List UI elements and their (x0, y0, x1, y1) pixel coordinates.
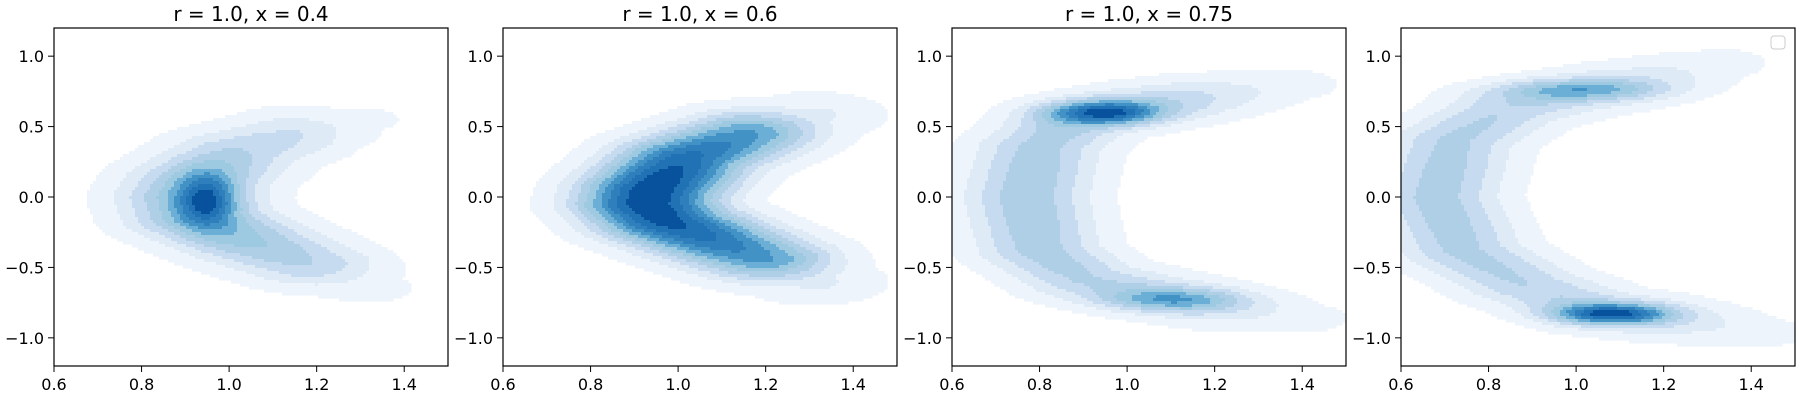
y-tick-label: 0.0 (468, 188, 493, 207)
x-tick-label: 1.2 (753, 375, 778, 394)
x-tick-label: 1.4 (1289, 375, 1314, 394)
subplot-4: 0.6 0.8 1.0 1.2 1.4 −1.0 −0.5 0.0 0.5 1.0 (1352, 27, 1796, 394)
y-tick-label: −0.5 (5, 258, 44, 277)
y-tick-label: −0.5 (1352, 258, 1391, 277)
y-tick-label: 0.5 (917, 118, 942, 137)
y-tick-label: 1.0 (19, 47, 44, 66)
x-tick-label: 1.2 (1202, 375, 1227, 394)
x-tick-label: 1.4 (391, 375, 416, 394)
density-contour-fill (952, 70, 1346, 332)
x-tick-label: 0.6 (1388, 375, 1413, 394)
subplot-1: 0.6 0.8 1.0 1.2 1.4 −1.0 −0.5 0.0 0.5 1.0 r = 1.0,… (5, 2, 449, 394)
x-tick-label: 1.0 (1114, 375, 1139, 394)
x-tick-label: 1.4 (1738, 375, 1763, 394)
x-tick-label: 1.0 (1563, 375, 1588, 394)
y-tick-label: 0.0 (19, 188, 44, 207)
y-tick-label: 0.5 (1366, 118, 1391, 137)
y-tick-label: −1.0 (903, 329, 942, 348)
x-tick-label: 0.6 (939, 375, 964, 394)
y-tick-label: 1.0 (1366, 47, 1391, 66)
subplot-grid: 0.6 0.8 1.0 1.2 1.4 −1.0 −0.5 0.0 0.5 1.0 r = 1.0,… (5, 2, 1796, 394)
y-tick-label: 0.0 (917, 188, 942, 207)
density-contour-fill (1401, 49, 1795, 347)
subplot-title: r = 1.0, x = 0.6 (622, 2, 777, 26)
x-tick-label: 1.0 (665, 375, 690, 394)
y-tick-label: −1.0 (1352, 329, 1391, 348)
y-tick-label: 0.5 (19, 118, 44, 137)
y-tick-label: 1.0 (468, 47, 493, 66)
subplot-3: 0.6 0.8 1.0 1.2 1.4 −1.0 −0.5 0.0 0.5 1.0 r = 1.0,… (903, 2, 1347, 394)
density-contour-fill (530, 91, 888, 305)
y-tick-label: 0.5 (468, 118, 493, 137)
y-tick-label: 1.0 (917, 47, 942, 66)
subplot-title: r = 1.0, x = 0.75 (1065, 2, 1233, 26)
y-tick-label: −1.0 (454, 329, 493, 348)
x-tick-label: 1.4 (840, 375, 865, 394)
y-tick-label: −1.0 (5, 329, 44, 348)
density-contour-fill (87, 106, 412, 302)
x-tick-label: 0.8 (1027, 375, 1052, 394)
y-tick-label: −0.5 (454, 258, 493, 277)
x-tick-label: 0.8 (1476, 375, 1501, 394)
x-tick-label: 0.8 (129, 375, 154, 394)
y-tick-label: 0.0 (1366, 188, 1391, 207)
x-tick-label: 1.0 (216, 375, 241, 394)
x-tick-label: 1.2 (304, 375, 329, 394)
subplot-2: 0.6 0.8 1.0 1.2 1.4 −1.0 −0.5 0.0 0.5 1.0 r = 1.0,… (454, 2, 898, 394)
x-tick-label: 1.2 (1651, 375, 1676, 394)
legend-box (1770, 35, 1786, 50)
subplot-title: r = 1.0, x = 0.4 (173, 2, 328, 26)
x-tick-label: 0.6 (490, 375, 515, 394)
x-tick-label: 0.6 (41, 375, 66, 394)
y-tick-label: −0.5 (903, 258, 942, 277)
x-tick-label: 0.8 (578, 375, 603, 394)
